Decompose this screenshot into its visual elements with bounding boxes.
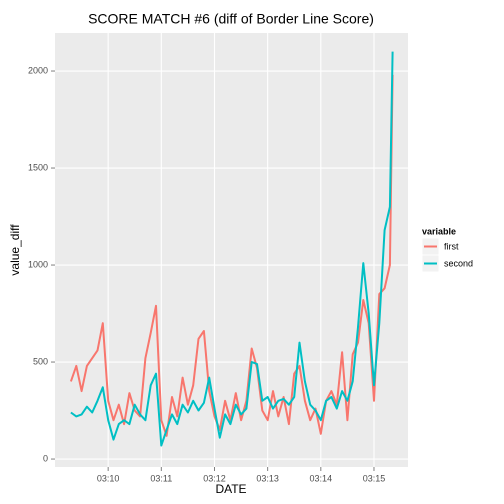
legend-label: second (444, 258, 473, 268)
x-axis-label: DATE (215, 482, 246, 496)
y-tick-label: 2000 (28, 65, 48, 75)
y-tick-label: 1500 (28, 162, 48, 172)
series-line (69, 74, 394, 437)
x-tick-label: 03:13 (256, 473, 279, 483)
x-tick-label: 03:15 (363, 473, 386, 483)
legend-title: variable (422, 226, 456, 236)
x-tick-label: 03:14 (310, 473, 333, 483)
series-line (70, 51, 394, 447)
x-tick-label: 03:12 (203, 473, 226, 483)
y-tick-label: 0 (43, 453, 48, 463)
x-tick-label: 03:11 (150, 473, 172, 483)
y-tick-label: 500 (33, 356, 48, 366)
y-tick-label: 1000 (28, 259, 48, 269)
x-tick-label: 03:10 (97, 473, 120, 483)
y-axis-label: value_diff (8, 224, 22, 276)
legend-label: first (444, 241, 459, 251)
chart-title: SCORE MATCH #6 (diff of Border Line Scor… (88, 11, 374, 27)
